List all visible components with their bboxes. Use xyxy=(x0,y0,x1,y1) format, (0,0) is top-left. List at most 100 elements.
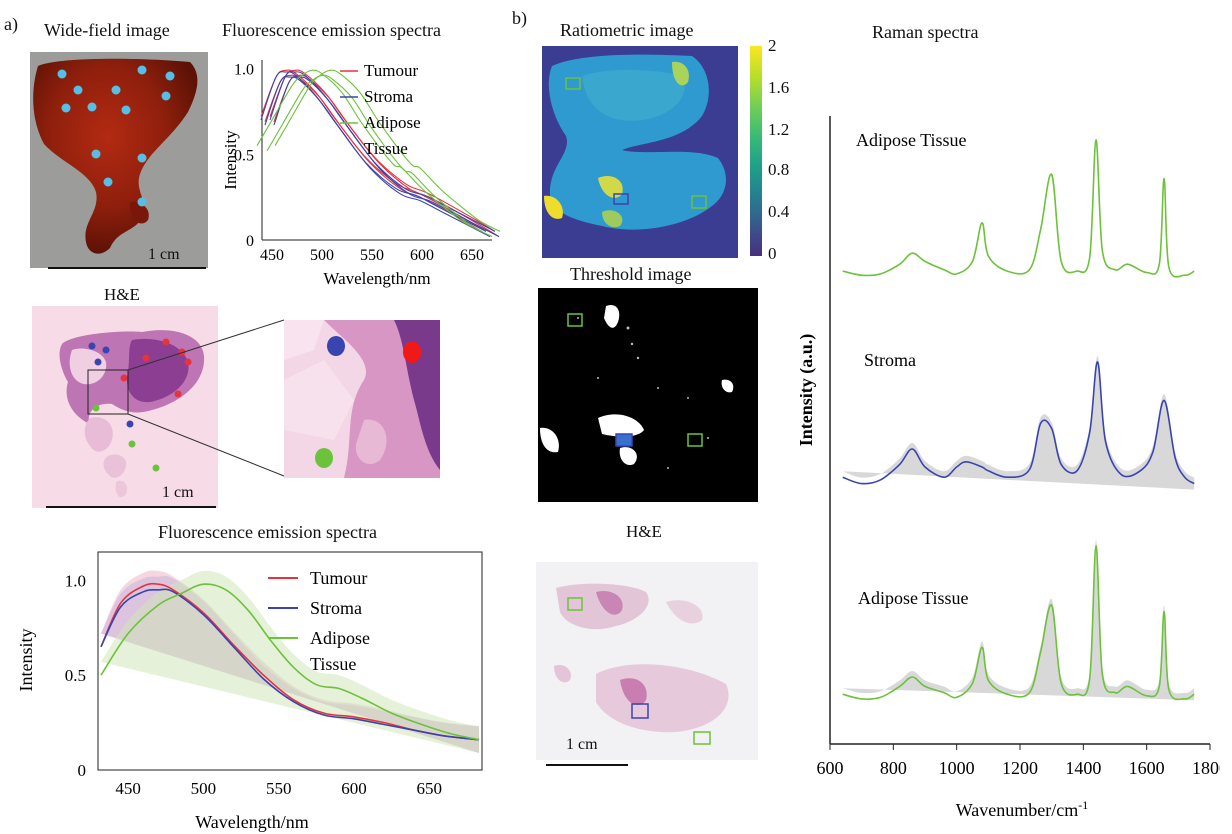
he-b-title: H&E xyxy=(626,522,662,541)
fluor-big-legend-label: Tumour xyxy=(310,568,367,588)
raman-trace-adipose-tissue xyxy=(842,139,1195,278)
fluor-small-ylabel: Intensity xyxy=(221,130,240,190)
threshold-roi-stroma xyxy=(615,433,633,447)
fluor-big-legend-label: Stroma xyxy=(310,598,362,618)
raman-title: Raman spectra xyxy=(872,22,979,42)
fluor-small-line-adipose-tissue xyxy=(274,69,501,232)
raman-xtick: 1800 xyxy=(1192,758,1220,778)
he-a-scale-bar xyxy=(46,506,216,508)
fluor-big-ytick: 0 xyxy=(78,761,87,780)
he-a-zoom-box xyxy=(87,369,129,415)
he-a-dots xyxy=(88,338,192,472)
ratio-roi-stroma xyxy=(613,193,629,205)
raman-band-2 xyxy=(842,539,1195,701)
fluor-big-legend-label: Tissue xyxy=(310,654,356,674)
widefield-title: Wide-field image xyxy=(44,20,170,40)
widefield-scale-label: 1 cm xyxy=(148,246,180,263)
raman-xlabel: Wavenumber/cm-1 xyxy=(956,798,1089,820)
fluor-small-xtick: 600 xyxy=(410,247,434,264)
fluor-big-xtick: 500 xyxy=(191,779,217,798)
fluor-small-xtick: 500 xyxy=(310,247,334,264)
fluor-big-xtick: 650 xyxy=(417,779,443,798)
threshold-roi-adipose-2 xyxy=(687,433,703,447)
fluor-big-ylabel: Intensity xyxy=(16,629,36,692)
he-b-roi-adipose-1 xyxy=(567,597,583,611)
colorbar-tick-4: 0.4 xyxy=(768,202,790,221)
fluor-big-xtick: 450 xyxy=(115,779,141,798)
fluor-big-xtick: 600 xyxy=(341,779,367,798)
fluor-small-line-adipose-tissue xyxy=(256,69,483,232)
colorbar-tick-5: 0 xyxy=(768,244,777,263)
ratio-roi-adipose-1 xyxy=(565,77,581,90)
panel-a-label: a) xyxy=(4,14,18,34)
fluor-big-frame xyxy=(97,551,483,771)
ratio-roi-adipose-2 xyxy=(691,195,707,209)
raman-xtick: 1200 xyxy=(1002,758,1038,778)
fluor-small-legend-label: Stroma xyxy=(364,87,414,106)
fluor-small-line-stroma xyxy=(273,76,500,238)
he-a-title: H&E xyxy=(104,285,140,304)
zoom-dot-stroma xyxy=(327,336,345,356)
fluor-small-xlabel: Wavelength/nm xyxy=(323,269,430,288)
fluor-big-line-adipose-tissue xyxy=(100,583,480,741)
widefield-scale-bar xyxy=(48,267,206,269)
raman-trace-adipose-tissue xyxy=(842,545,1195,701)
zoom-dot-tumour xyxy=(403,341,421,363)
ratiometric-image xyxy=(542,46,738,258)
he-b-image xyxy=(536,562,758,760)
raman-trace-stroma xyxy=(842,361,1195,485)
raman-trace-label: Stroma xyxy=(864,350,916,370)
fluor-small-line-stroma xyxy=(264,76,491,238)
raman-xtick: 1000 xyxy=(939,758,975,778)
fluor-big-band-adipose-tissue xyxy=(101,570,479,753)
ratiometric-title: Ratiometric image xyxy=(560,20,694,40)
fluor-big-xlabel: Wavelength/nm xyxy=(195,812,309,832)
fluor-big-legend-label: Adipose xyxy=(310,628,370,648)
threshold-roi-adipose-1 xyxy=(567,313,583,327)
fluor-small-xtick: 650 xyxy=(460,247,484,264)
fluor-small-xtick: 550 xyxy=(360,247,384,264)
raman-chart: 600 800 1000 1200 1400 1600 1800 Wavenumber/cm-… xyxy=(800,116,1220,820)
widefield-dots xyxy=(57,65,175,207)
fluor-small-line-adipose-tissue xyxy=(266,74,493,238)
raman-xtick: 600 xyxy=(817,758,844,778)
fluor-small-chart: 1.0 0.5 0 450 500 550 600 650 Wavelength/nm Inten… xyxy=(221,60,501,288)
raman-trace-label: Adipose Tissue xyxy=(856,130,967,150)
fluor-small-ytick: 0 xyxy=(246,233,254,250)
threshold-image xyxy=(538,288,758,502)
sample-dots xyxy=(57,65,175,207)
fluor-small-xtick: 450 xyxy=(260,247,284,264)
fluor-small-title: Fluorescence emission spectra xyxy=(222,20,441,40)
fluor-small-legend-label: Adipose xyxy=(364,113,421,132)
fluor-big-chart: 1.0 0.5 0 450 500 550 600 650 Wavelength/nm Inten… xyxy=(16,551,483,832)
he-a-overlay xyxy=(87,338,192,472)
fluor-small-ytick: 1.0 xyxy=(234,62,254,79)
raman-xtick: 1600 xyxy=(1129,758,1165,778)
fluor-small-legend-label: Tissue xyxy=(364,139,408,158)
raman-band-1 xyxy=(842,355,1195,490)
zoom-lines xyxy=(127,319,285,477)
raman-trace-label: Adipose Tissue xyxy=(858,588,969,608)
he-a-scale-label: 1 cm xyxy=(162,484,194,501)
fluor-big-ytick: 1.0 xyxy=(65,571,86,590)
fluor-big-line-stroma xyxy=(100,588,480,741)
threshold-title: Threshold image xyxy=(570,264,692,284)
panel-b-label: b) xyxy=(512,8,527,28)
fluor-small-legend-label: Tumour xyxy=(364,61,419,80)
colorbar xyxy=(750,46,762,256)
raman-xtick: 800 xyxy=(880,758,907,778)
raman-xtick: 1400 xyxy=(1065,758,1101,778)
fluor-big-title: Fluorescence emission spectra xyxy=(158,522,377,542)
he-b-scale-label: 1 cm xyxy=(566,736,598,753)
colorbar-tick-1: 1.6 xyxy=(768,78,790,97)
colorbar-tick-3: 0.8 xyxy=(768,160,790,179)
he-b-roi-stroma xyxy=(631,703,649,719)
fluor-big-ytick: 0.5 xyxy=(65,666,86,685)
colorbar-tick-2: 1.2 xyxy=(768,120,790,139)
raman-xlabel-superscript: -1 xyxy=(1078,798,1088,812)
fluor-small-ytick: 0.5 xyxy=(234,147,254,164)
he-b-roi-adipose-2 xyxy=(693,731,711,745)
he-zoom-image xyxy=(284,320,440,478)
zoom-dot-adipose xyxy=(315,448,333,468)
he-b-scale-bar xyxy=(546,764,628,766)
